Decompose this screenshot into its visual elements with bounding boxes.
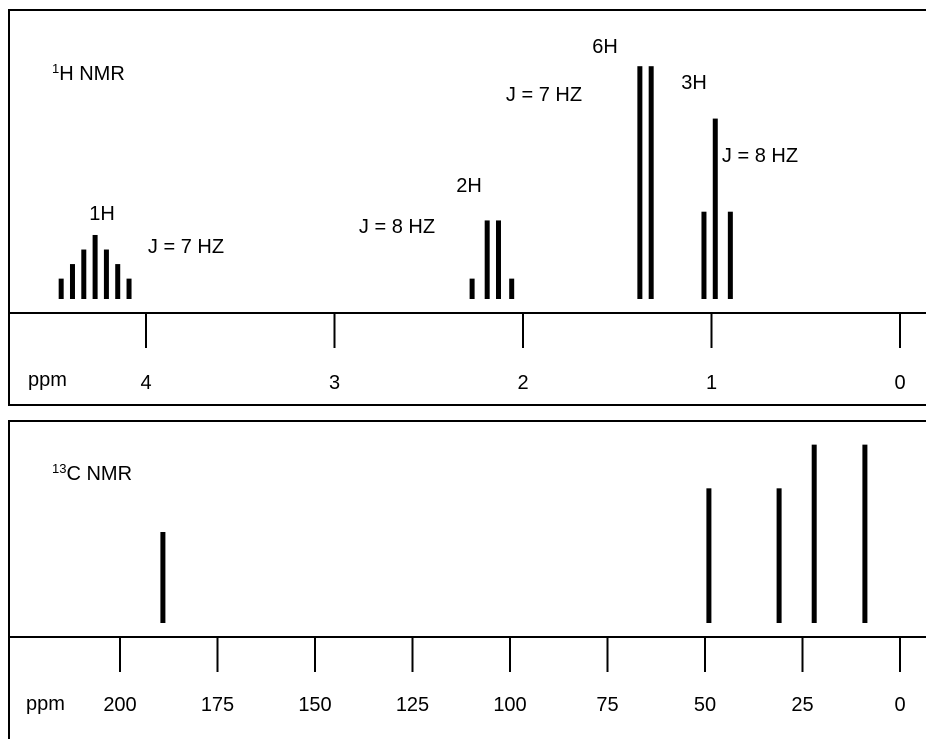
h-peak-coupling: J = 8 HZ: [722, 145, 798, 167]
h-peak-line: [637, 66, 643, 299]
c-tick-label: 50: [694, 694, 716, 716]
h-nmr-axis-label: ppm: [28, 369, 67, 391]
h-peak-integration: 3H: [681, 72, 707, 94]
c-tick-label: 25: [791, 694, 813, 716]
h-peak-line: [701, 211, 707, 299]
c-tick-label: 200: [103, 694, 136, 716]
c-nmr-panel: 13C NMR ppm 200 175 150 125 100 75 50 25 0: [8, 420, 926, 739]
h-peak-line: [103, 249, 109, 299]
c-nmr-title-main: C NMR: [66, 463, 132, 485]
c-peak-line: [862, 444, 868, 623]
h-peak-line: [126, 278, 132, 299]
c-tick-label: 100: [493, 694, 526, 716]
c-nmr-frame: [8, 420, 926, 739]
c-peak-line: [811, 444, 817, 623]
h-peak-line: [81, 249, 87, 299]
h-peak-line: [484, 220, 490, 299]
h-nmr-frame: [8, 9, 926, 406]
h-peak-line: [469, 278, 475, 299]
h-peak-integration: 6H: [592, 36, 618, 58]
h-nmr-title: 1H NMR: [52, 61, 125, 86]
c-nmr-ticks: 200 175 150 125 100 75 50 25 0: [103, 637, 906, 716]
h-nmr-peaks: [58, 66, 733, 299]
h-tick-label: 4: [140, 372, 151, 394]
h-peak-coupling: J = 8 HZ: [359, 216, 435, 238]
h-peak-line: [58, 278, 64, 299]
h-peak-line: [92, 234, 98, 299]
h-peak-line: [648, 66, 654, 299]
h-tick-label: 2: [517, 372, 528, 394]
h-nmr-title-sup: 1: [52, 61, 59, 76]
h-peak-integration: 1H: [89, 203, 115, 225]
c-nmr-title-sup: 13: [52, 461, 66, 476]
c-tick-label: 0: [894, 694, 905, 716]
c-tick-label: 75: [596, 694, 618, 716]
c-nmr-peaks: [160, 444, 868, 623]
h-peak-line: [115, 264, 121, 299]
h-nmr-title-main: H NMR: [59, 63, 125, 85]
h-tick-label: 1: [706, 372, 717, 394]
c-tick-label: 150: [298, 694, 331, 716]
h-peak-line: [727, 211, 733, 299]
c-peak-line: [706, 488, 712, 623]
c-nmr-title: 13C NMR: [52, 461, 132, 486]
c-peak-line: [776, 488, 782, 623]
h-peak-coupling: J = 7 HZ: [506, 84, 582, 106]
h-peak-coupling: J = 7 HZ: [148, 236, 224, 258]
h-peak-line: [69, 264, 75, 299]
h-nmr-ticks: 4 3 2 1 0: [140, 313, 906, 394]
h-peak-line: [509, 278, 515, 299]
h-peak-line: [495, 220, 501, 299]
h-peak-line: [712, 118, 718, 299]
c-peak-line: [160, 532, 166, 623]
h-peak-integration: 2H: [456, 175, 482, 197]
c-tick-label: 125: [396, 694, 429, 716]
h-tick-label: 0: [894, 372, 905, 394]
c-nmr-axis-label: ppm: [26, 693, 65, 715]
h-nmr-peak-labels: 1H J = 7 HZ 2H J = 8 HZ 6H J = 7 HZ 3H J = 8 HZ: [89, 36, 798, 258]
c-tick-label: 175: [201, 694, 234, 716]
h-tick-label: 3: [329, 372, 340, 394]
